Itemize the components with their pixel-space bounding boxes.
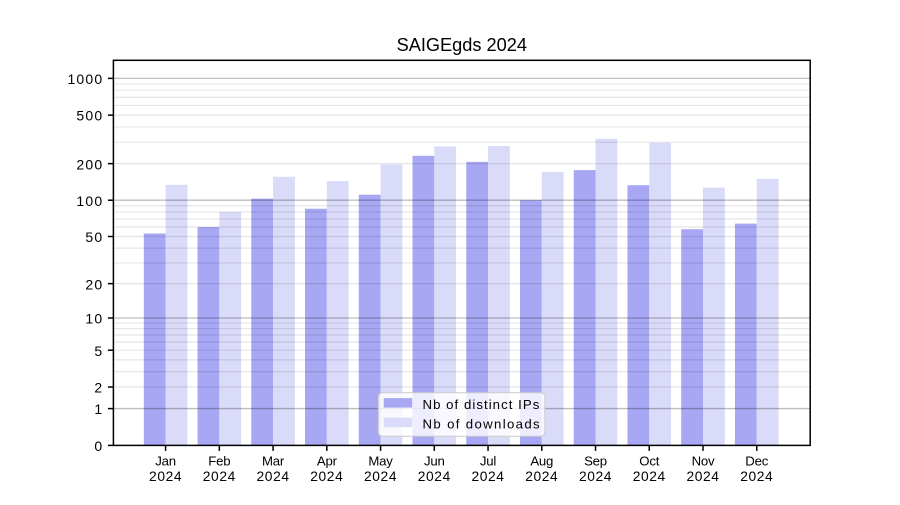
- svg-text:200: 200: [76, 156, 103, 172]
- svg-text:2024: 2024: [149, 469, 182, 484]
- svg-text:Nb of downloads: Nb of downloads: [423, 416, 542, 431]
- svg-text:1000: 1000: [67, 71, 103, 87]
- svg-text:100: 100: [76, 193, 103, 209]
- svg-text:Aug: Aug: [530, 453, 553, 468]
- svg-text:2: 2: [94, 380, 103, 396]
- svg-text:2024: 2024: [471, 469, 504, 484]
- svg-text:2024: 2024: [203, 469, 236, 484]
- svg-text:Nov: Nov: [692, 453, 715, 468]
- svg-text:5: 5: [94, 343, 103, 359]
- svg-text:2024: 2024: [418, 469, 451, 484]
- svg-text:Feb: Feb: [208, 453, 230, 468]
- svg-text:2024: 2024: [257, 469, 290, 484]
- svg-text:Sep: Sep: [584, 453, 607, 468]
- svg-text:1: 1: [94, 401, 103, 417]
- svg-text:2024: 2024: [525, 469, 558, 484]
- svg-text:Jun: Jun: [424, 453, 445, 468]
- svg-text:500: 500: [76, 108, 103, 124]
- svg-text:Oct: Oct: [639, 453, 659, 468]
- svg-text:50: 50: [85, 229, 103, 245]
- svg-text:2024: 2024: [633, 469, 666, 484]
- svg-text:Apr: Apr: [317, 453, 338, 468]
- svg-text:2024: 2024: [364, 469, 397, 484]
- svg-text:Dec: Dec: [745, 453, 768, 468]
- svg-text:2024: 2024: [579, 469, 612, 484]
- svg-text:2024: 2024: [310, 469, 343, 484]
- svg-text:Nb of distinct IPs: Nb of distinct IPs: [423, 397, 541, 412]
- svg-text:Mar: Mar: [262, 453, 285, 468]
- svg-text:2024: 2024: [686, 469, 719, 484]
- svg-text:Jul: Jul: [480, 453, 497, 468]
- svg-text:SAIGEgds 2024: SAIGEgds 2024: [397, 35, 527, 55]
- svg-text:May: May: [368, 453, 393, 468]
- svg-text:0: 0: [94, 438, 103, 454]
- svg-text:Jan: Jan: [155, 453, 176, 468]
- svg-text:20: 20: [85, 276, 103, 292]
- svg-text:10: 10: [85, 311, 103, 327]
- svg-text:2024: 2024: [740, 469, 773, 484]
